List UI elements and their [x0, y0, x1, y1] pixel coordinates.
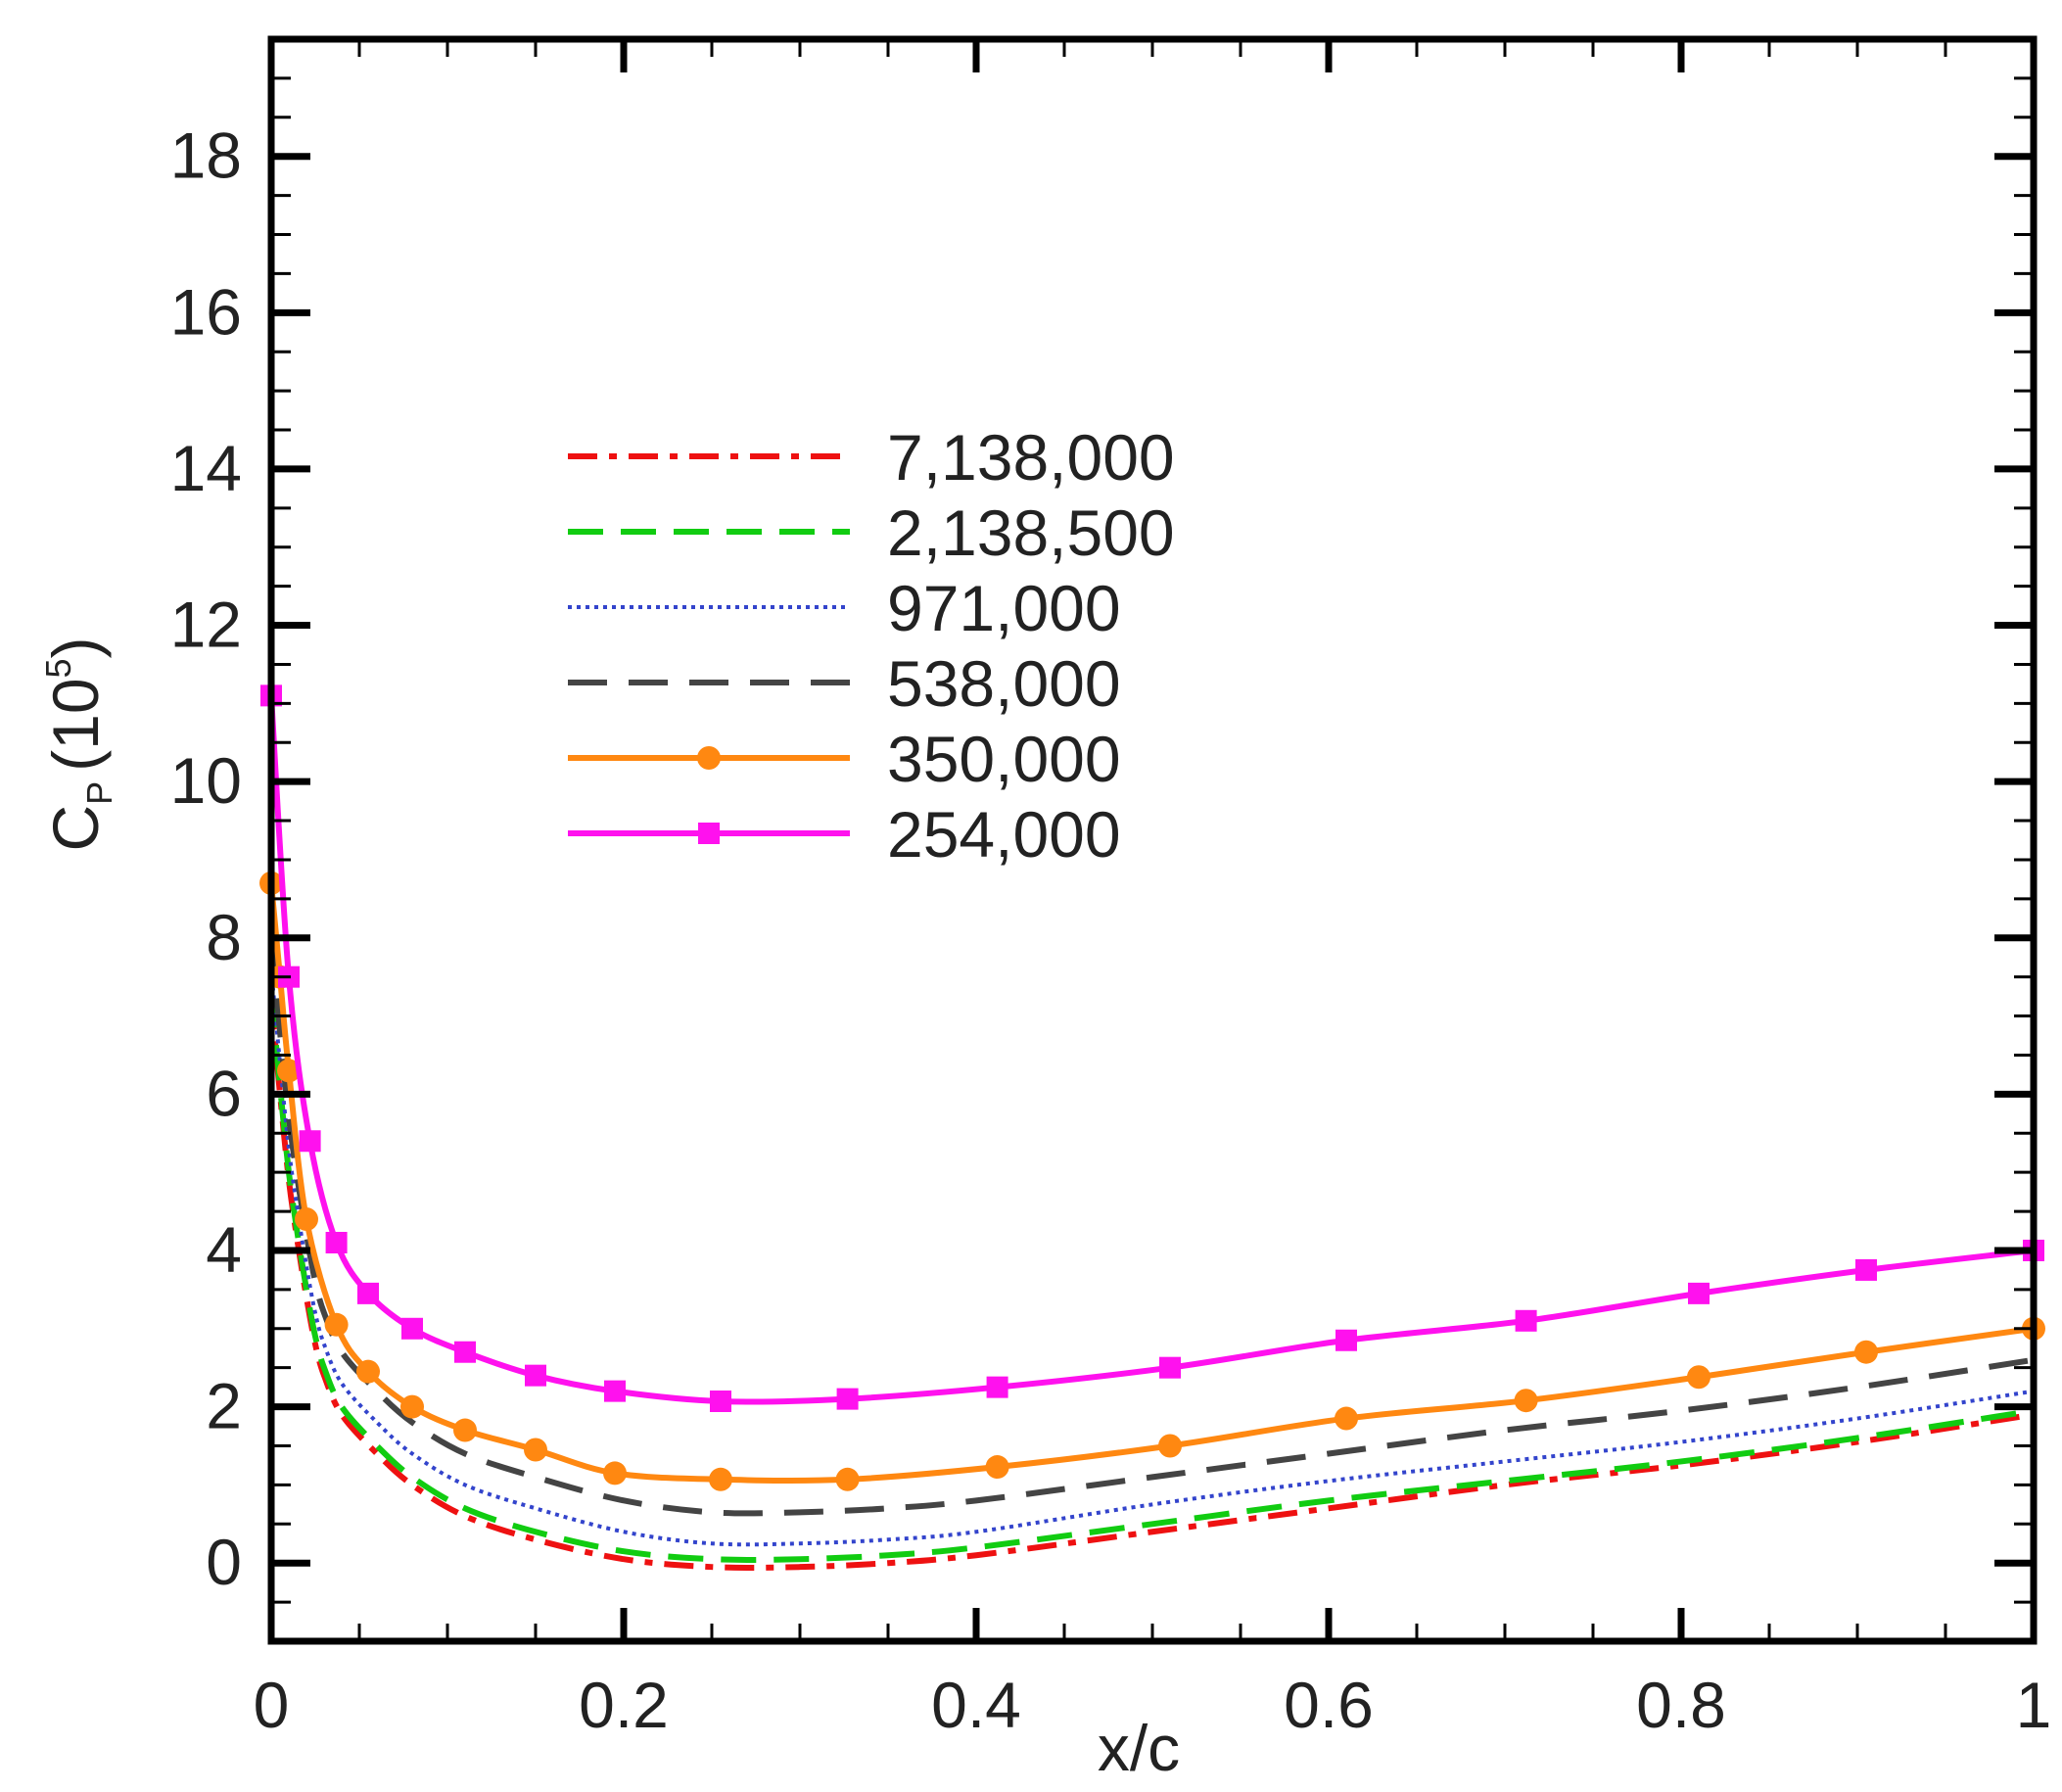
x-tick-label: 0.6: [1284, 1669, 1374, 1741]
series-line: [268, 937, 2035, 1517]
legend-item: 2,138,500: [568, 496, 1175, 569]
series-point: [709, 1467, 732, 1491]
series-point: [604, 1380, 626, 1402]
x-tick-label: 1: [2016, 1669, 2052, 1741]
plot-frame: [267, 35, 2038, 1645]
series-point: [1855, 1258, 1877, 1281]
series-point: [603, 1461, 627, 1485]
series-line: [268, 992, 2035, 1563]
series-3: [268, 937, 2035, 1517]
y-axis-label: CP (105): [38, 637, 119, 851]
series-point: [1854, 1340, 1878, 1364]
legend-marker: [698, 823, 720, 844]
legend-item: 254,000: [568, 798, 1121, 871]
series-point: [1159, 1356, 1181, 1379]
series-point: [356, 1359, 380, 1384]
legend-label: 538,000: [887, 647, 1121, 720]
series-1: [268, 992, 2035, 1563]
y-tick-label: 0: [206, 1526, 242, 1598]
legend-item: 7,138,000: [568, 421, 1175, 494]
x-tick-label: 0.2: [579, 1669, 669, 1741]
y-axis-label-subscript: P: [79, 781, 119, 805]
y-axis-label-paren-close: ): [39, 637, 112, 658]
legend-label: 254,000: [887, 798, 1121, 871]
series-point: [1514, 1389, 1538, 1413]
series-point: [1158, 1434, 1182, 1458]
legend: 7,138,0002,138,500971,000538,000350,0002…: [568, 421, 1175, 871]
series-line: [268, 1000, 2035, 1571]
y-tick-label: 2: [206, 1370, 242, 1442]
legend-item: 538,000: [568, 647, 1121, 720]
legend-label: 2,138,500: [887, 496, 1175, 569]
series-0: [268, 1000, 2035, 1571]
series-2: [269, 968, 2035, 1547]
y-tick-label: 10: [170, 744, 242, 817]
y-axis-label-superscript: 5: [38, 658, 78, 678]
series-point: [1688, 1282, 1710, 1304]
legend-label: 350,000: [887, 723, 1121, 795]
series-point: [277, 1059, 301, 1083]
series-point: [836, 1388, 859, 1410]
series-point: [357, 1282, 379, 1304]
series-point: [835, 1467, 860, 1491]
x-tick-label: 0.4: [931, 1669, 1021, 1741]
series-point: [1687, 1365, 1711, 1390]
y-axis-label-paren-open: (10: [39, 678, 112, 771]
legend-label: 971,000: [887, 572, 1121, 644]
series-point: [325, 1231, 348, 1253]
series-point: [453, 1418, 477, 1442]
y-tick-label: 8: [206, 901, 242, 973]
series-4: [259, 871, 2045, 1491]
series-point: [401, 1317, 423, 1340]
legend-label: 7,138,000: [887, 421, 1175, 494]
legend-marker: [697, 746, 721, 770]
y-tick-label: 16: [170, 275, 242, 348]
series-line: [268, 695, 2035, 1405]
legend-item: 971,000: [568, 572, 1121, 644]
series-point: [1515, 1309, 1537, 1332]
y-tick-label: 4: [206, 1213, 242, 1286]
series-point: [324, 1312, 349, 1337]
series-point: [525, 1364, 546, 1387]
series-point: [299, 1130, 321, 1153]
series-point: [710, 1390, 731, 1412]
x-tick-label: 0.8: [1636, 1669, 1726, 1741]
x-tick-label: 0: [254, 1669, 290, 1741]
plot-series-group: [259, 684, 2045, 1571]
series-point: [524, 1438, 547, 1462]
y-axis-label-base: C: [39, 805, 112, 852]
y-tick-label: 18: [170, 119, 242, 192]
series-point: [986, 1376, 1008, 1398]
series-5: [260, 684, 2044, 1412]
legend-item: 350,000: [568, 723, 1121, 795]
y-tick-label: 14: [170, 432, 242, 504]
series-point: [1336, 1329, 1357, 1351]
series-point: [985, 1455, 1009, 1480]
series-point: [295, 1207, 318, 1232]
series-point: [454, 1341, 476, 1363]
y-tick-label: 6: [206, 1057, 242, 1129]
series-point: [1335, 1406, 1358, 1431]
series-line: [269, 968, 2035, 1547]
series-point: [400, 1394, 424, 1419]
x-axis-label: x/c: [1098, 1712, 1180, 1784]
y-tick-label: 12: [170, 589, 242, 661]
